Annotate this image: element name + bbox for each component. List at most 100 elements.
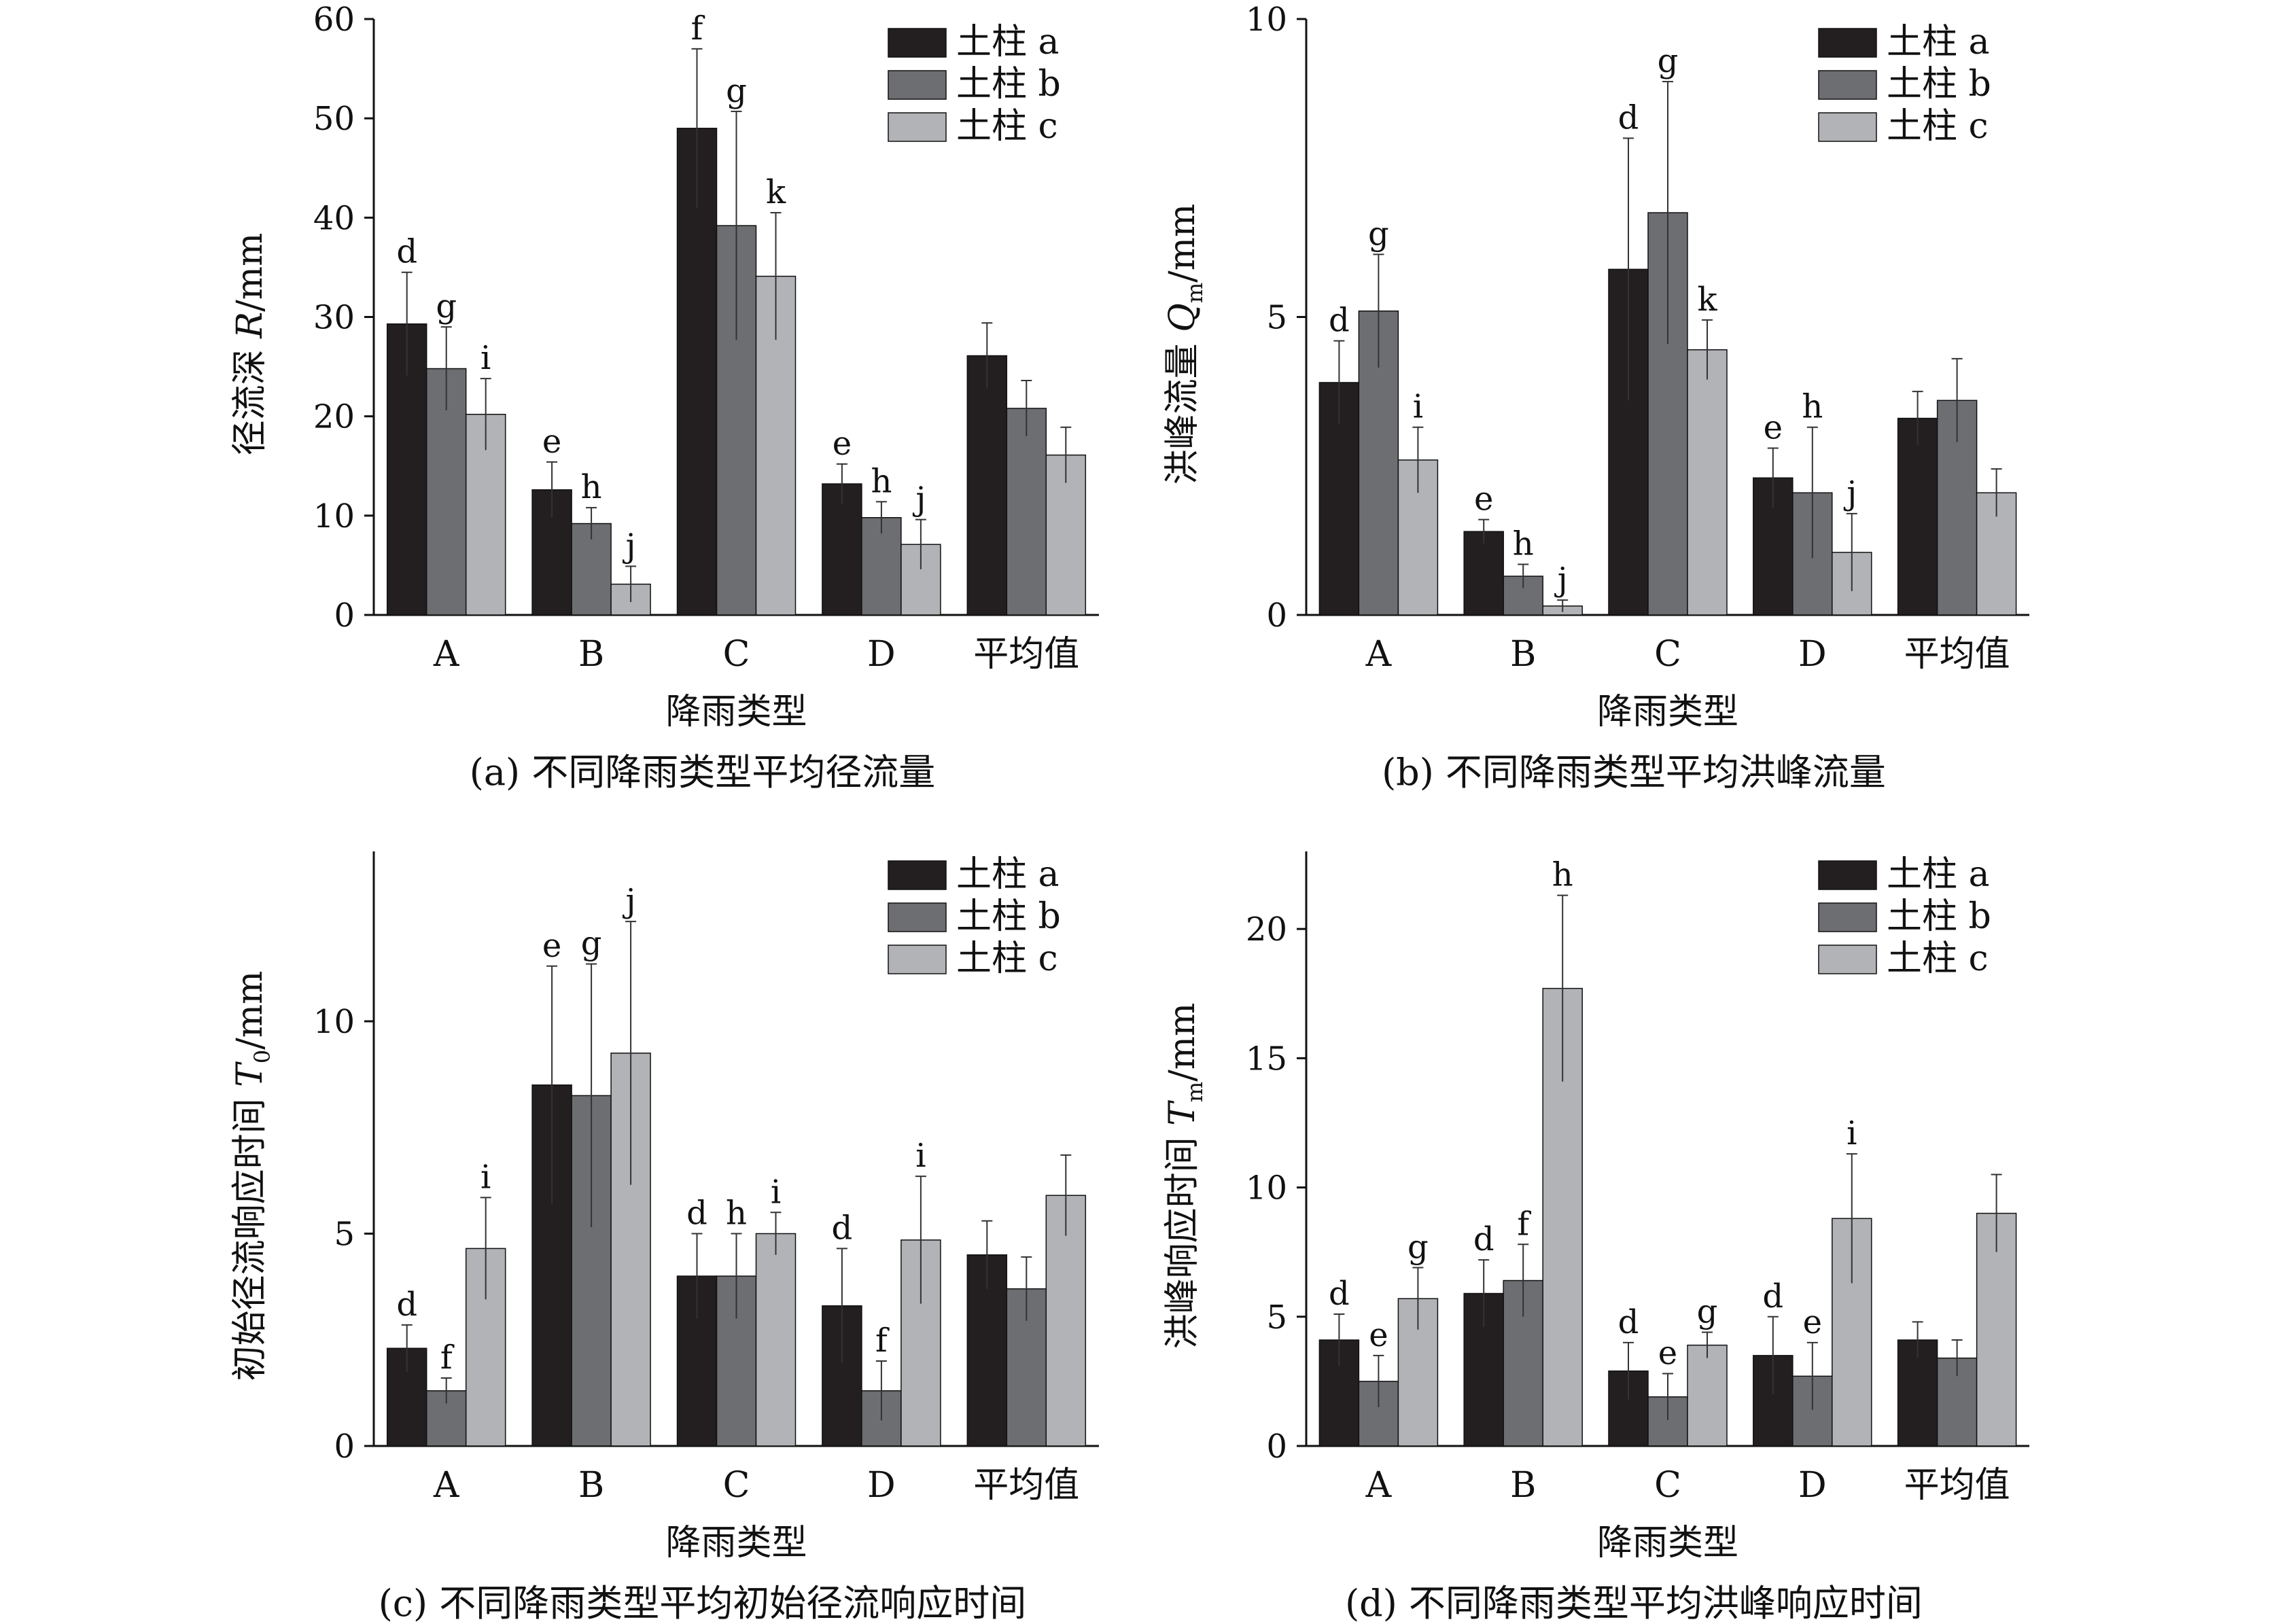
y-axis-label-variable: T <box>1162 1100 1203 1126</box>
significance-letter: h <box>871 462 892 500</box>
x-tick-label: A <box>433 634 460 675</box>
legend: 土柱 a土柱 b土柱 c <box>1818 22 1991 147</box>
significance-letter: f <box>440 1339 455 1377</box>
bar-c <box>1687 1344 1728 1447</box>
bar-c <box>1045 1195 1087 1447</box>
significance-letter: j <box>623 882 636 920</box>
y-tick-label: 0 <box>334 597 355 635</box>
y-tick-label: 20 <box>1246 911 1287 949</box>
x-tick-label: A <box>433 1465 460 1506</box>
significance-letter: h <box>1513 525 1534 563</box>
legend-swatch-c <box>1818 945 1877 974</box>
significance-letter: h <box>1552 856 1573 894</box>
significance-letter: d <box>1329 302 1350 340</box>
y-tick-label: 40 <box>313 199 355 237</box>
y-axis-label-subscript: 0 <box>249 1050 275 1063</box>
significance-letter: i <box>480 339 491 377</box>
x-tick-label: 平均值 <box>973 634 1079 675</box>
panel-caption: (d) 不同降雨类型平均洪峰响应时间 <box>1345 1582 1923 1624</box>
panel-caption: (c) 不同降雨类型平均初始径流响应时间 <box>379 1582 1027 1624</box>
legend: 土柱 a土柱 b土柱 c <box>1818 854 1991 979</box>
significance-letter: g <box>436 287 457 325</box>
significance-letter: d <box>832 1209 853 1247</box>
x-tick-label: C <box>723 634 750 675</box>
significance-letter: g <box>1407 1229 1429 1267</box>
x-tick-label: C <box>1654 1465 1681 1506</box>
y-axis-label-text: 洪峰响应时间 <box>1162 1126 1203 1349</box>
y-axis-label: 洪峰响应时间 Tm/mm <box>1162 1003 1208 1349</box>
significance-letter: f <box>1517 1205 1531 1243</box>
legend-swatch-b <box>888 902 947 932</box>
significance-letter: j <box>1843 474 1857 512</box>
legend-swatch-c <box>888 945 947 974</box>
y-axis-label-variable: T <box>230 1061 270 1087</box>
bar-b <box>1006 408 1047 616</box>
y-axis-label: 初始径流响应时间 T0/mm <box>230 971 275 1381</box>
y-tick-label: 15 <box>1246 1040 1287 1078</box>
y-tick-label: 10 <box>1246 1169 1287 1207</box>
legend: 土柱 a土柱 b土柱 c <box>888 854 1061 979</box>
significance-letter: d <box>1762 1277 1783 1316</box>
bar-b <box>861 517 902 616</box>
bar-a <box>966 355 1008 616</box>
significance-letter: h <box>1802 388 1823 426</box>
y-axis-label-text: 初始径流响应时间 <box>230 1087 270 1381</box>
significance-letter: e <box>833 425 852 463</box>
y-axis-label-text: 径流深 <box>230 338 270 456</box>
significance-letter: e <box>1658 1334 1677 1372</box>
x-tick-label: D <box>867 634 896 675</box>
x-tick-label: D <box>1798 1465 1827 1506</box>
significance-letter: d <box>1329 1275 1350 1313</box>
significance-letter: j <box>623 527 636 565</box>
significance-letter: e <box>1474 480 1493 518</box>
legend-label: 土柱 b <box>956 896 1061 937</box>
legend-swatch-a <box>888 28 947 58</box>
x-tick-label: D <box>1798 634 1827 675</box>
legend-label: 土柱 b <box>1887 896 1991 937</box>
significance-letter: d <box>1473 1220 1494 1258</box>
x-tick-label: B <box>578 1465 604 1506</box>
y-tick-label: 60 <box>313 1 355 39</box>
significance-letter: d <box>396 1286 417 1324</box>
y-tick-label: 5 <box>1266 299 1287 337</box>
bar-a <box>1463 531 1504 616</box>
x-tick-label: 平均值 <box>973 1465 1079 1506</box>
x-tick-label: B <box>1510 1465 1536 1506</box>
significance-letter: i <box>1413 388 1423 426</box>
x-axis-label: 降雨类型 <box>1597 1523 1738 1564</box>
x-tick-label: B <box>578 634 604 675</box>
y-tick-label: 20 <box>313 398 355 436</box>
significance-letter: j <box>912 480 926 518</box>
legend-label: 土柱 a <box>1887 854 1990 895</box>
legend-swatch-a <box>1818 28 1877 58</box>
legend-swatch-a <box>888 860 947 890</box>
y-tick-label: 10 <box>313 497 355 535</box>
legend-label: 土柱 c <box>1887 106 1989 147</box>
significance-letter: g <box>1368 215 1389 253</box>
y-tick-label: 30 <box>313 299 355 337</box>
y-axis-label-text: 洪峰流量 <box>1162 332 1203 485</box>
significance-letter: e <box>1369 1316 1388 1354</box>
panel-caption: (a) 不同降雨类型平均径流量 <box>470 751 936 794</box>
y-tick-label: 5 <box>334 1216 355 1254</box>
y-tick-label: 5 <box>1266 1299 1287 1337</box>
significance-letter: g <box>726 72 747 110</box>
y-axis-label: 洪峰流量 Qm/mm <box>1162 204 1208 485</box>
significance-letter: e <box>542 927 561 965</box>
y-axis-label-subscript: m <box>1182 283 1208 303</box>
x-tick-label: 平均值 <box>1904 1465 2010 1506</box>
legend-swatch-b <box>888 70 947 100</box>
legend-swatch-b <box>1818 902 1877 932</box>
x-tick-label: C <box>1654 634 1681 675</box>
y-tick-label: 50 <box>313 100 355 138</box>
bar-a <box>676 128 718 616</box>
y-tick-label: 10 <box>313 1003 355 1041</box>
legend: 土柱 a土柱 b土柱 c <box>888 22 1061 147</box>
legend-label: 土柱 c <box>956 938 1058 979</box>
y-tick-label: 0 <box>334 1428 355 1466</box>
x-axis-label: 降雨类型 <box>1597 692 1738 732</box>
y-axis-label-subscript: m <box>1182 1082 1208 1102</box>
x-tick-label: B <box>1510 634 1536 675</box>
